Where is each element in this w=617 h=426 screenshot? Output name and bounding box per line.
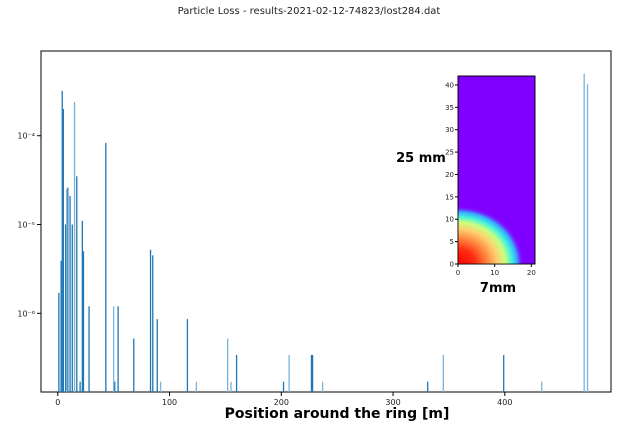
bar-series-group [58,73,589,392]
heatmap-y-tick-label: 20 [445,171,454,179]
inset-heatmap: 0 10 20 0 5 10 15 20 25 30 35 40 7mm 25 mm [396,75,536,296]
y-tick-label: 10⁻⁶ [17,309,35,318]
y-tick-label: 10⁻⁵ [17,221,35,230]
x-tick-label: 200 [274,398,289,407]
main-plot-area: 0 100 200 300 400 10⁻⁶10⁻⁵10⁻⁴ [17,50,612,407]
heatmap-x-label: 7mm [480,281,516,296]
heatmap-y-tick-label: 25 [445,149,454,157]
heatmap-x-tick-label: 20 [527,269,536,277]
heatmap-frame [457,75,536,265]
heatmap-x-tick-label: 0 [456,269,460,277]
x-tick-label: 400 [497,398,512,407]
heatmap-y-tick-label: 0 [450,261,454,269]
heatmap-y-tick-label: 10 [445,216,454,224]
x-tick-label: 300 [385,398,400,407]
x-axis-label: Position around the ring [m] [225,406,450,422]
y-axis-ticks: 10⁻⁶ 10⁻⁵ 10⁻⁴ [17,132,41,318]
heatmap-y-tick-label: 15 [445,193,454,201]
plot-frame [40,50,612,393]
heatmap-y-label: 25 mm [396,151,446,166]
heatmap-x-ticks: 0 10 20 [456,264,536,277]
y-tick-label: 10⁻⁴ [17,132,35,141]
heatmap-y-tick-label: 30 [445,126,454,134]
heatmap-hotspot [458,205,524,264]
heatmap-y-tick-label: 35 [445,104,454,112]
heatmap-y-tick-label: 40 [445,81,454,89]
chart-title: Particle Loss - results-2021-02-12-74823… [178,6,441,17]
x-axis-ticks: 0 100 200 300 400 [55,392,512,407]
heatmap-y-ticks: 0 5 10 15 20 25 30 35 40 [445,81,458,269]
heatmap-x-tick-label: 10 [490,269,499,277]
x-tick-label: 100 [162,398,177,407]
x-tick-label: 0 [55,398,60,407]
heatmap-y-tick-label: 5 [450,238,454,246]
